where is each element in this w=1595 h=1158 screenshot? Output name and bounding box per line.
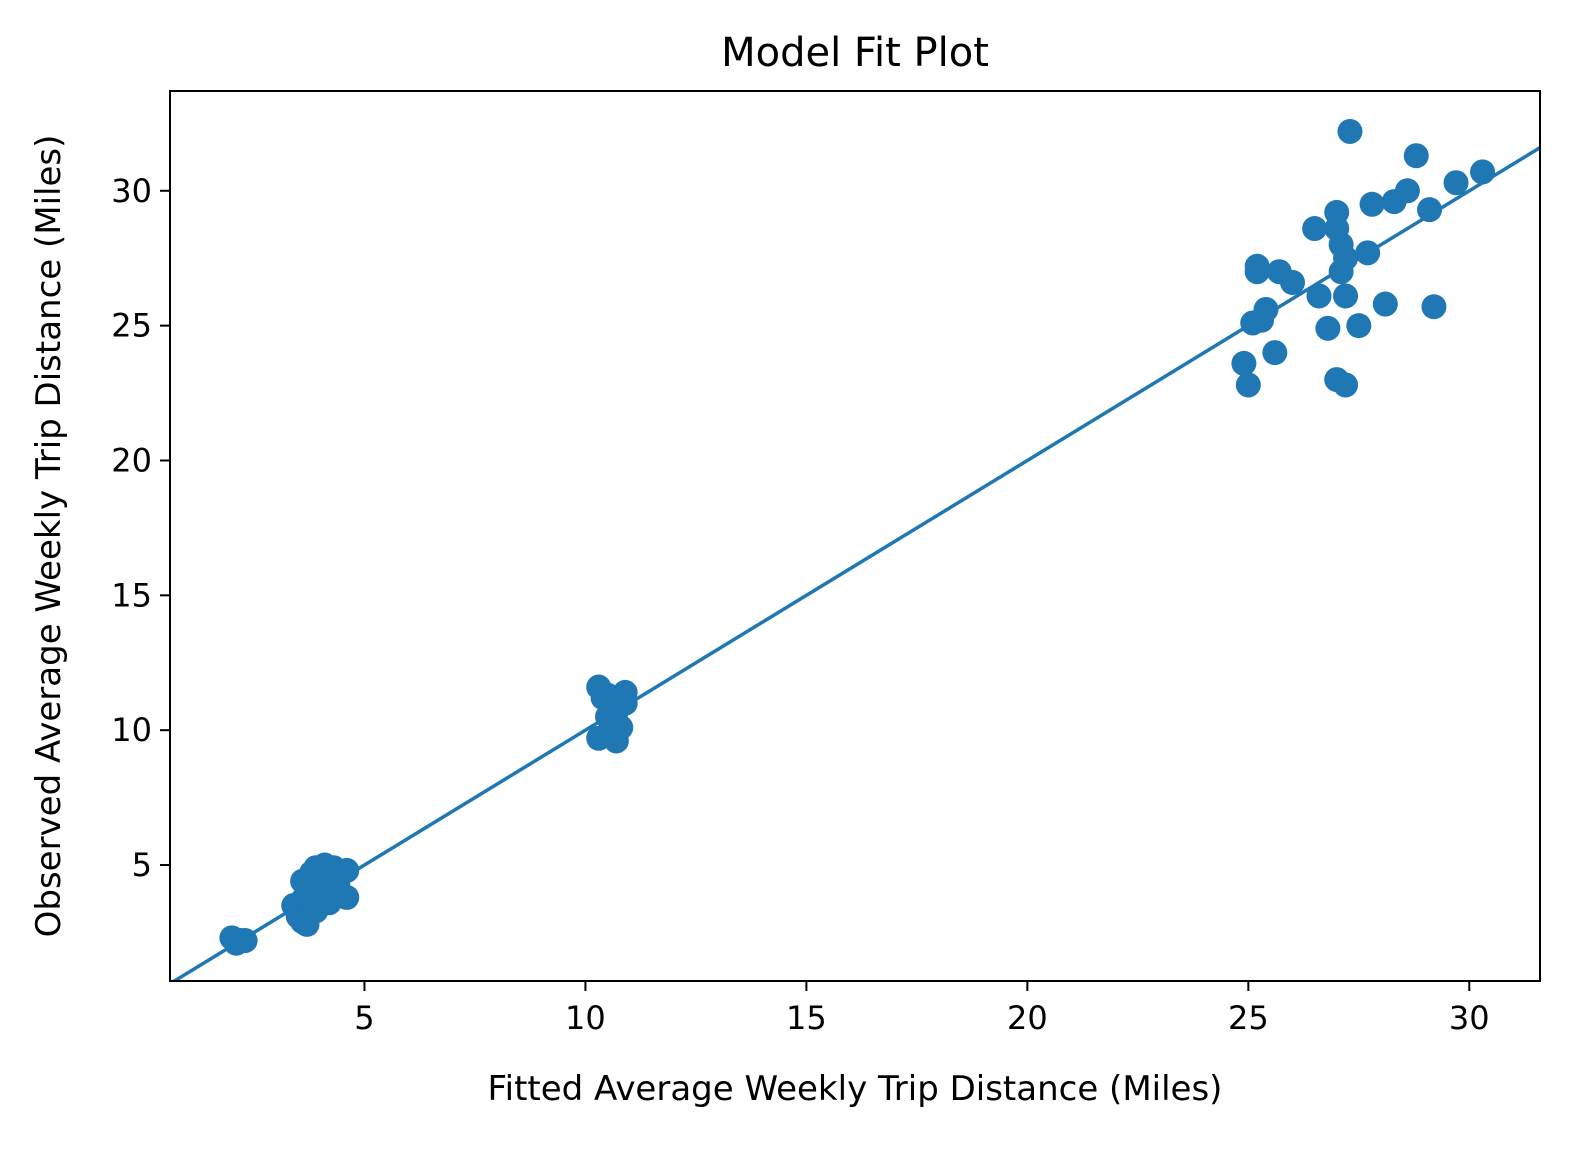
scatter-point: [1306, 283, 1332, 309]
scatter-point: [1235, 372, 1261, 398]
scatter-point: [1394, 178, 1420, 204]
plot-frame: [169, 90, 1541, 982]
y-tick-label: 10: [111, 711, 152, 749]
y-tick-label: 20: [111, 441, 152, 479]
x-tick-label: 30: [1449, 999, 1490, 1037]
scatter-point: [1470, 159, 1496, 185]
scatter-point: [1280, 269, 1306, 295]
scatter-point: [1346, 313, 1372, 339]
y-tick-label: 5: [132, 846, 152, 884]
scatter-point: [595, 682, 621, 708]
x-axis: 5 10 15 20 25 30: [354, 981, 1490, 1037]
y-axis-label: Observed Average Weekly Trip Distance (M…: [29, 135, 69, 938]
scatter-point: [1244, 253, 1270, 279]
scatter-point: [1372, 291, 1398, 317]
scatter-point: [1355, 240, 1381, 266]
scatter-point: [1253, 296, 1279, 322]
x-tick-label: 20: [1007, 999, 1048, 1037]
x-tick-label: 10: [565, 999, 606, 1037]
scatter-point: [1302, 216, 1328, 242]
scatter-point: [599, 706, 625, 732]
scatter-point: [1333, 245, 1359, 271]
y-tick-label: 25: [111, 307, 152, 345]
y-axis: 5 10 15 20 25 30: [111, 172, 170, 884]
scatter-point: [294, 882, 320, 908]
scatter-point: [1417, 197, 1443, 223]
scatter-point: [1262, 340, 1288, 366]
y-tick-label: 30: [111, 172, 152, 210]
scatter-point: [1443, 170, 1469, 196]
y-tick-label: 15: [111, 576, 152, 614]
scatter-point: [1231, 350, 1257, 376]
x-tick-label: 15: [786, 999, 827, 1037]
scatter-point: [1315, 315, 1341, 341]
scatter-point: [228, 928, 254, 954]
plot-area: [171, 118, 1540, 981]
scatter-point: [1403, 143, 1429, 169]
scatter-point: [334, 884, 360, 910]
scatter-point: [1333, 372, 1359, 398]
scatter-point: [334, 857, 360, 883]
x-tick-label: 5: [354, 999, 374, 1037]
chart-title: Model Fit Plot: [721, 30, 989, 76]
x-axis-label: Fitted Average Weekly Trip Distance (Mil…: [488, 1069, 1223, 1109]
scatter-point: [1359, 191, 1385, 217]
scatter-point: [1421, 294, 1447, 320]
scatter-point: [1333, 283, 1359, 309]
scatter-point: [1337, 118, 1363, 144]
x-tick-label: 25: [1228, 999, 1269, 1037]
